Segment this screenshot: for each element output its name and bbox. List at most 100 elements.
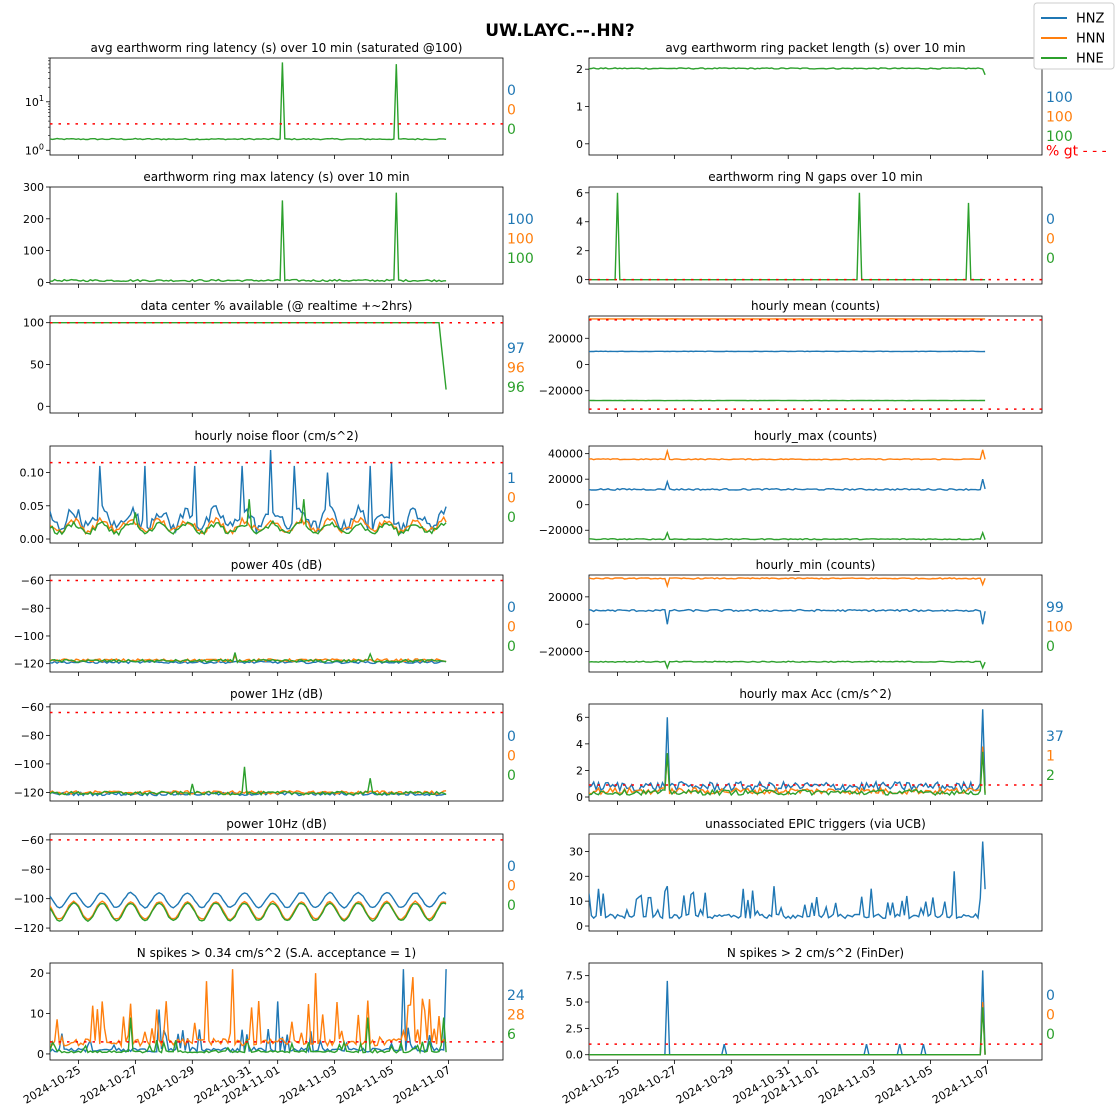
series-line-hne: [50, 192, 447, 283]
ytick-label: 0: [576, 791, 583, 804]
panel-11: power 1Hz (dB) −120 −100 −80 −60 0 0 0: [14, 687, 516, 805]
series-line-hne: [589, 660, 986, 670]
axes-frame: [588, 186, 1043, 285]
ytick-label: −60: [21, 575, 44, 588]
ytick-label: 300: [23, 181, 44, 194]
percent-above-hnn: 1: [1046, 749, 1055, 765]
ytick-label: 0: [576, 138, 583, 151]
ytick-label: 200: [23, 213, 44, 226]
series-line-hnz: [50, 891, 447, 909]
panel-4: earthworm ring N gaps over 10 min 0 2 4 6 0 0 0: [576, 170, 1055, 288]
series-line-hnz: [589, 709, 986, 793]
percent-above-hnz: 0: [507, 83, 516, 99]
percent-above-hnz: 97: [507, 341, 525, 357]
ytick-label: 0: [576, 499, 583, 512]
series-line-hne: [50, 62, 447, 141]
series-line-hnz: [589, 841, 986, 920]
axes-frame: [49, 833, 504, 932]
percent-above-hne: 2: [1046, 768, 1055, 784]
ytick-label: 0: [37, 1048, 44, 1061]
plot-area: [589, 841, 986, 920]
xtick-label: 2024-10-29: [135, 1063, 197, 1106]
ytick-label: 7.5: [566, 970, 584, 983]
percent-above-hnz: 0: [507, 729, 516, 745]
gt-note: % gt - - -: [1046, 144, 1107, 160]
panel-13: power 10Hz (dB) −120 −100 −80 −60 0 0 0: [14, 817, 516, 935]
percent-above-hnz: 0: [1046, 988, 1055, 1004]
series-line-hne: [50, 1017, 447, 1055]
axes-frame: [49, 962, 504, 1061]
xtick-label: 2024-10-25: [560, 1063, 622, 1106]
percent-above-hnn: 100: [507, 232, 534, 248]
percent-above-hnz: 0: [1046, 212, 1055, 228]
legend-label-hnn: HNN: [1076, 32, 1105, 47]
series-line-hnn: [589, 577, 986, 589]
axes-frame: [588, 833, 1043, 932]
percent-above-hnn: 0: [1046, 232, 1055, 248]
axes-frame: [49, 574, 504, 673]
panel-title: power 10Hz (dB): [226, 817, 327, 831]
ytick-label: 10: [569, 895, 583, 908]
axes-frame: [49, 315, 504, 414]
panel-7: hourly noise floor (cm/s^2) 0.00 0.05 0.10 1…: [20, 429, 516, 547]
ytick-label: 2: [576, 245, 583, 258]
series-line-hnn: [589, 448, 986, 461]
axes-frame: [49, 703, 504, 802]
ytick-label: 1: [576, 101, 583, 114]
series-line-hne: [50, 901, 447, 923]
panel-title: hourly noise floor (cm/s^2): [194, 429, 358, 443]
axes-frame: [49, 57, 504, 156]
panel-title: hourly_max (counts): [754, 429, 877, 443]
percent-above-hne: 0: [507, 122, 516, 138]
legend: HNZ HNN HNE: [1033, 2, 1115, 70]
ytick-label: 20000: [548, 591, 583, 604]
series-line-hne: [589, 530, 986, 541]
percent-above-hnz: 99: [1046, 600, 1064, 616]
percent-above-hne: 6: [507, 1027, 516, 1043]
ytick-label: −20000: [539, 646, 583, 659]
percent-above-hne: 0: [1046, 251, 1055, 267]
percent-above-hnn: 100: [1046, 110, 1073, 126]
axes-frame: [49, 445, 504, 544]
ytick-label: 0.00: [20, 533, 45, 546]
series-line-hnz: [589, 970, 986, 1056]
ytick-label: 5.0: [566, 996, 584, 1009]
plot-area: [50, 321, 503, 390]
ytick-label: 0: [576, 618, 583, 631]
ytick-label: −120: [14, 922, 44, 935]
ytick-label: −120: [14, 786, 44, 799]
plot-area: [589, 709, 1042, 797]
ytick-label: −100: [14, 758, 44, 771]
ytick-label: −80: [21, 863, 44, 876]
ytick-label: 30: [569, 845, 583, 858]
panel-12: hourly max Acc (cm/s^2) 0 2 4 6 37 1 2: [576, 687, 1064, 805]
panel-title: unassociated EPIC triggers (via UCB): [705, 817, 926, 831]
ytick-label: 2.5: [566, 1022, 584, 1035]
series-line-hnn: [50, 653, 447, 663]
panel-title: avg earthworm ring packet length (s) ove…: [665, 41, 965, 55]
ytick-label: −20000: [539, 385, 583, 398]
plot-area: [589, 577, 986, 670]
ytick-label: 100: [23, 245, 44, 258]
plot-area: [50, 62, 503, 141]
plot-area: [589, 448, 986, 541]
axes-frame: [49, 186, 504, 285]
plot-area: [50, 969, 503, 1055]
percent-above-hnn: 100: [1046, 620, 1073, 636]
series-line-hnz: [589, 479, 986, 491]
panel-5: data center % available (@ realtime +~2h…: [23, 299, 525, 417]
panel-6: hourly mean (counts) −20000 0 20000: [539, 299, 1043, 417]
panel-title: N spikes > 0.34 cm/s^2 (S.A. acceptance …: [137, 946, 416, 960]
series-line-hnn: [589, 1001, 986, 1056]
series-line-hnn: [50, 969, 447, 1049]
percent-above-hnn: 0: [1046, 1008, 1055, 1024]
percent-above-hne: 0: [507, 898, 516, 914]
ytick-label: 50: [30, 359, 44, 372]
percent-above-hnz: 100: [507, 212, 534, 228]
legend-box: [1033, 2, 1115, 70]
ytick-label: 20000: [548, 473, 583, 486]
ytick-label: 4: [576, 216, 583, 229]
legend-label-hne: HNE: [1076, 52, 1104, 67]
panel-3: earthworm ring max latency (s) over 10 m…: [23, 170, 534, 289]
